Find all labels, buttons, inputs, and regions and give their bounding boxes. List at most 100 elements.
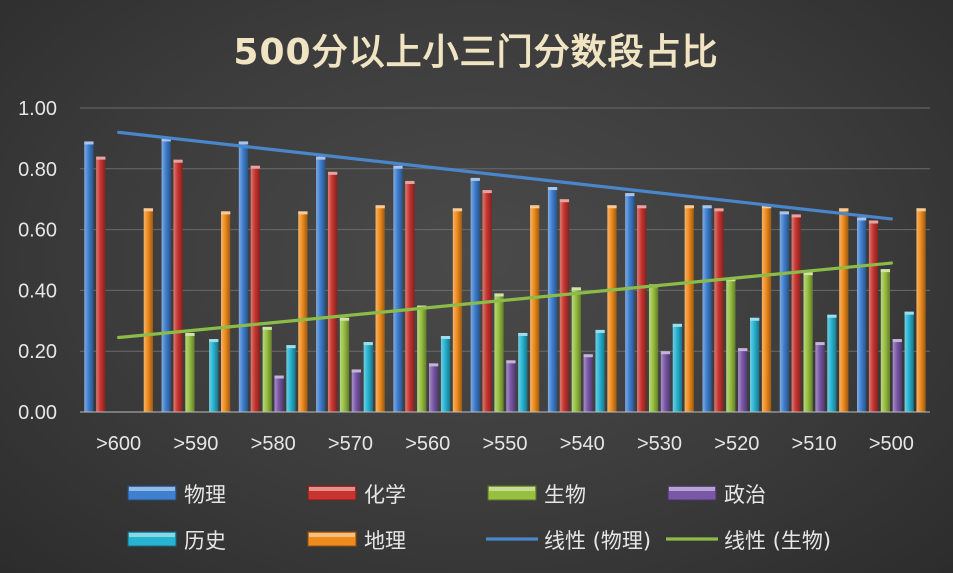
x-tick-label: >500 (869, 433, 914, 455)
bar-物理->550 (470, 177, 480, 412)
bar-政治->580 (274, 375, 284, 412)
y-tick-label: 0.60 (18, 220, 57, 242)
bar-cap (316, 156, 326, 160)
bar-生物->570 (339, 317, 350, 412)
bar-历史->500 (904, 311, 914, 412)
bar-物理->590 (161, 138, 171, 412)
bar-化学->580 (250, 165, 260, 412)
trendline-线性 (生物) (117, 261, 893, 340)
bar-cap (161, 138, 171, 142)
bar-地理->520 (761, 205, 772, 412)
trendline-线性 (物理) (117, 130, 893, 221)
bar-cap (559, 199, 570, 203)
bar-cap (714, 208, 724, 212)
bar-cap (892, 339, 902, 343)
x-tick-label: >600 (96, 433, 141, 455)
bar-生物->550 (494, 293, 504, 412)
y-tick-label: 0.40 (18, 280, 57, 302)
x-tick-label: >590 (173, 433, 218, 455)
bar-历史->520 (750, 317, 760, 412)
legend-label: 地理 (364, 529, 406, 553)
bar-物理->520 (702, 205, 712, 412)
bar-cap (506, 360, 516, 364)
bar-政治->500 (892, 339, 902, 412)
bar-cap (803, 272, 813, 276)
bar-cap (827, 314, 837, 318)
bar-cap (583, 354, 593, 358)
bar-cap (518, 332, 528, 336)
bar-cap (684, 205, 694, 209)
bar-地理->530 (684, 205, 694, 412)
bar-政治->530 (660, 351, 671, 412)
y-tick-label: 0.00 (18, 402, 57, 424)
x-axis-ticks: >600 >590 >580 >570 >560 >550 >540 >530 >520 >510… (96, 433, 914, 455)
bars (84, 138, 926, 412)
legend-swatch-highlight (309, 487, 355, 491)
bar-地理->510 (839, 208, 849, 412)
bar-生物->530 (648, 284, 659, 412)
bar-cap (547, 187, 558, 191)
bar-历史->570 (363, 342, 373, 412)
bar-历史->550 (518, 332, 528, 412)
bar-cap (702, 205, 712, 209)
bar-政治->550 (506, 360, 516, 412)
bar-化学->510 (791, 214, 801, 412)
bar-物理->560 (393, 165, 403, 412)
bar-cap (738, 348, 748, 352)
y-tick-label: 0.20 (18, 341, 57, 363)
bar-物理->580 (238, 141, 249, 412)
bar-cap (868, 220, 879, 224)
bar-cap (250, 165, 260, 169)
bar-生物->590 (185, 332, 195, 412)
bar-地理->550 (530, 205, 540, 412)
x-tick-label: >550 (482, 433, 527, 455)
bar-生物->500 (880, 269, 891, 412)
bar-cap (625, 193, 635, 197)
bar-生物->510 (803, 272, 813, 412)
y-tick-label: 0.80 (18, 159, 57, 181)
bar-政治->560 (429, 363, 439, 412)
legend-label: 生物 (544, 483, 586, 507)
bar-cap (238, 141, 249, 145)
bar-cap (660, 351, 671, 355)
bar-政治->520 (738, 348, 748, 412)
bar-物理->540 (547, 187, 558, 412)
legend-entry-地理: 地理 (307, 529, 406, 553)
bar-地理->600 (143, 208, 153, 412)
legend-entry-线性 (物理): 线性 (物理) (486, 529, 651, 553)
legend-swatch-highlight (669, 487, 715, 491)
bar-cap (286, 345, 296, 349)
bar-物理->600 (84, 141, 94, 412)
legend-swatch-highlight (309, 533, 355, 537)
bar-化学->570 (327, 171, 338, 412)
bar-cap (262, 326, 272, 330)
trendlines (117, 130, 893, 340)
legend-entry-物理: 物理 (127, 483, 226, 507)
bar-cap (339, 317, 350, 321)
bar-历史->560 (440, 336, 451, 412)
legend-entry-历史: 历史 (127, 529, 226, 553)
bar-cap (750, 317, 760, 321)
legend-label: 历史 (184, 529, 226, 553)
bar-cap (327, 171, 338, 175)
bar-cap (815, 342, 825, 346)
legend-entry-生物: 生物 (487, 483, 586, 507)
bar-cap (96, 156, 106, 160)
bar-化学->530 (637, 205, 647, 412)
bar-化学->540 (559, 199, 570, 412)
bar-历史->510 (827, 314, 837, 412)
bar-化学->600 (96, 156, 106, 412)
legend-entry-政治: 政治 (667, 483, 766, 507)
bar-cap (530, 205, 540, 209)
legend-entry-化学: 化学 (307, 483, 406, 507)
bar-历史->540 (595, 329, 605, 412)
x-tick-label: >540 (560, 433, 605, 455)
bar-cap (904, 311, 914, 315)
bar-物理->500 (857, 217, 867, 412)
bar-cap (482, 190, 492, 194)
chart-title: 500分以上小三门分数段占比 (233, 32, 718, 73)
grid-layer (80, 107, 930, 352)
